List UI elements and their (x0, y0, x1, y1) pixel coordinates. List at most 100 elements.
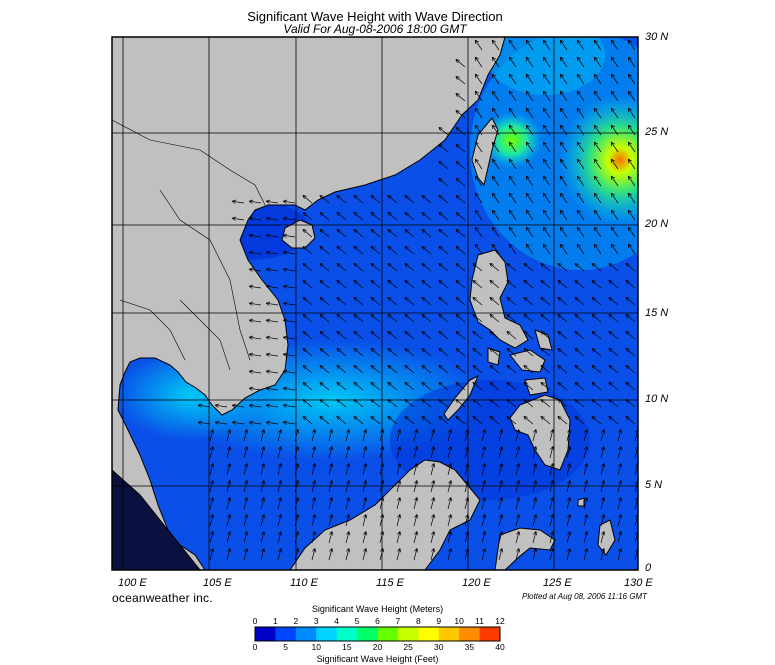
wave-arrow (243, 480, 249, 493)
wave-arrow (319, 262, 330, 272)
colorbar-feet-tick: 25 (403, 642, 413, 652)
wave-arrow (311, 548, 317, 561)
wave-arrow (362, 429, 368, 442)
graticule (112, 37, 638, 570)
wave-arrow (559, 56, 568, 68)
wave-arrow (472, 364, 483, 374)
wave-arrow (489, 330, 500, 340)
wave-arrow (404, 245, 415, 255)
wave-arrow (540, 398, 551, 408)
wave-arrow (566, 463, 572, 476)
wave-arrow (481, 497, 487, 510)
wave-arrow (591, 279, 602, 289)
wave-arrow (396, 548, 402, 561)
wave-arrow (498, 463, 504, 476)
wave-arrow (328, 463, 334, 476)
wave-arrow (248, 216, 262, 221)
wave-arrow (353, 228, 364, 238)
wave-arrow (600, 531, 606, 544)
wave-arrow (277, 446, 283, 459)
wave-arrow (627, 243, 636, 255)
wave-arrow (328, 548, 334, 561)
wave-arrow (430, 463, 436, 476)
wave-arrow (311, 531, 317, 544)
wave-arrow (574, 313, 585, 323)
wave-arrow (559, 124, 568, 136)
wave-arrow (328, 531, 334, 544)
wave-arrow (627, 175, 636, 187)
wave-arrow (508, 124, 517, 136)
wave-arrow (282, 386, 296, 391)
wave-arrow (593, 141, 602, 153)
wave-arrow (404, 313, 415, 323)
wave-arrow (574, 381, 585, 391)
wave-arrow (489, 262, 500, 272)
wave-arrow (345, 463, 351, 476)
wave-arrow (328, 446, 334, 459)
wave-arrow (265, 216, 279, 221)
wave-arrow (265, 267, 279, 272)
colorbar-feet-tick: 5 (283, 642, 288, 652)
wave-arrow (627, 158, 636, 170)
wave-arrow (362, 497, 368, 510)
wave-arrow (566, 514, 572, 527)
wave-arrow (438, 143, 449, 153)
wave-arrow (583, 463, 589, 476)
wave-arrow (430, 497, 436, 510)
wave-arrow (566, 548, 572, 561)
wave-arrow (508, 226, 517, 238)
wave-arrow (508, 39, 517, 51)
wave-arrow (574, 364, 585, 374)
wave-arrow (336, 381, 347, 391)
wave-arrow (464, 548, 470, 561)
wave-arrow (197, 420, 211, 425)
wave-arrow (600, 480, 606, 493)
wave-arrow (525, 124, 534, 136)
wave-arrow (532, 429, 538, 442)
wave-arrow (608, 330, 619, 340)
wave-arrow (379, 548, 385, 561)
wave-arrow (472, 415, 483, 425)
wave-arrow (608, 415, 619, 425)
wave-arrow (336, 262, 347, 272)
wave-arrow (243, 548, 249, 561)
wave-arrow (625, 415, 636, 425)
wave-arrow (248, 233, 262, 238)
wave-arrow (591, 415, 602, 425)
wave-arrow (532, 497, 538, 510)
colorbar-feet-tick: 35 (464, 642, 475, 652)
wave-arrow (282, 216, 296, 221)
wave-arrow (438, 245, 449, 255)
wave-arrow (610, 90, 619, 102)
wave-arrow (549, 548, 555, 561)
wave-arrow (421, 228, 432, 238)
colorbar-feet-tick: 0 (252, 642, 258, 652)
wave-arrow (413, 531, 419, 544)
wave-arrow (379, 531, 385, 544)
wave-arrow (404, 398, 415, 408)
wave-arrow (421, 398, 432, 408)
wave-arrow (523, 381, 534, 391)
wave-arrow (608, 364, 619, 374)
wave-arrow (421, 296, 432, 306)
wave-arrow (464, 429, 470, 442)
wave-arrow (523, 296, 534, 306)
wave-arrow (498, 480, 504, 493)
wave-arrow (438, 398, 449, 408)
wave-arrow (282, 335, 296, 340)
wave-arrow (438, 211, 449, 221)
wave-arrow (413, 497, 419, 510)
wave-arrow (294, 531, 300, 544)
wave-arrow (226, 497, 232, 510)
wave-arrow (243, 463, 249, 476)
wave-arrow (404, 330, 415, 340)
wave-arrow (559, 243, 568, 255)
wave-arrow (525, 175, 534, 187)
wave-arrow (583, 480, 589, 493)
colorbar-meters-tick: 3 (313, 616, 319, 626)
wave-arrow (557, 347, 568, 357)
wave-arrow (593, 158, 602, 170)
wave-arrow (525, 209, 534, 221)
wave-arrow (576, 124, 585, 136)
wave-arrow (532, 480, 538, 493)
